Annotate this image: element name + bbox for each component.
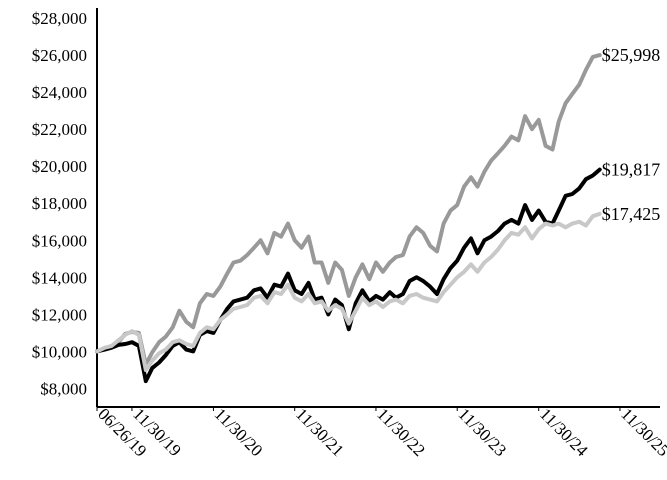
y-tick-label: $10,000 <box>32 342 87 361</box>
y-tick-labels: $8,000 $10,000 $12,000 $14,000 $16,000 $18,00… <box>32 9 87 398</box>
y-tick-label: $20,000 <box>32 157 87 176</box>
x-tick-label: 11/30/25 <box>617 404 667 460</box>
y-tick-label: $14,000 <box>32 268 87 287</box>
x-tick-label: 11/30/20 <box>211 404 267 460</box>
series-line <box>95 53 602 367</box>
y-tick-label: $26,000 <box>32 46 87 65</box>
series-end-label: $19,817 <box>602 160 661 180</box>
series-end-label: $25,998 <box>602 45 661 65</box>
x-tick-label: 11/30/23 <box>454 404 510 460</box>
x-tick-label: 11/30/24 <box>536 404 592 460</box>
x-tick-label: 11/30/22 <box>373 404 429 460</box>
y-tick-label: $28,000 <box>32 9 87 28</box>
y-tick-label: $22,000 <box>32 120 87 139</box>
series-line <box>95 167 602 384</box>
end-labels: $25,998 $19,817 $17,425 <box>602 45 661 224</box>
y-tick-label: $18,000 <box>32 194 87 213</box>
series-line <box>95 211 602 372</box>
series-lines <box>95 53 602 384</box>
y-tick-label: $16,000 <box>32 231 87 250</box>
series-end-label: $17,425 <box>602 204 661 224</box>
x-tick-label: 11/30/21 <box>292 404 348 460</box>
y-tick-label: $24,000 <box>32 83 87 102</box>
y-tick-label: $8,000 <box>40 379 87 398</box>
y-tick-label: $12,000 <box>32 305 87 324</box>
